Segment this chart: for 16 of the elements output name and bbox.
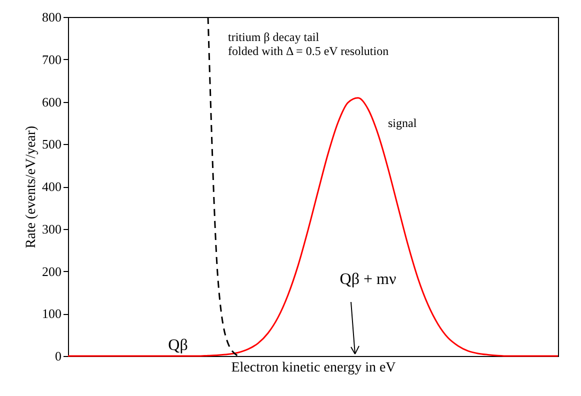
y-axis-title: Rate (events/eV/year) [24, 125, 39, 248]
y-tick-label: 700 [42, 52, 62, 67]
y-tick-label: 200 [42, 264, 62, 279]
annotation: Qβ + mν [340, 271, 396, 288]
line-series [67, 97, 559, 357]
annotation: Qβ [168, 337, 188, 354]
x-axis-title: Electron kinetic energy in eV [231, 360, 396, 376]
y-tick-label: 100 [42, 306, 62, 322]
annotation: tritium β decay tail folded with Δ = 0.5 eV resolution [228, 30, 389, 58]
y-tick-label: 800 [42, 10, 62, 24]
y-tick-label: 0 [55, 348, 62, 364]
y-tick-label: 500 [42, 136, 62, 152]
y-tick-label: 400 [42, 179, 62, 194]
series-label: signal [388, 116, 418, 130]
y-tick-label: 600 [42, 94, 62, 110]
y-tick-label: 300 [42, 221, 62, 236]
